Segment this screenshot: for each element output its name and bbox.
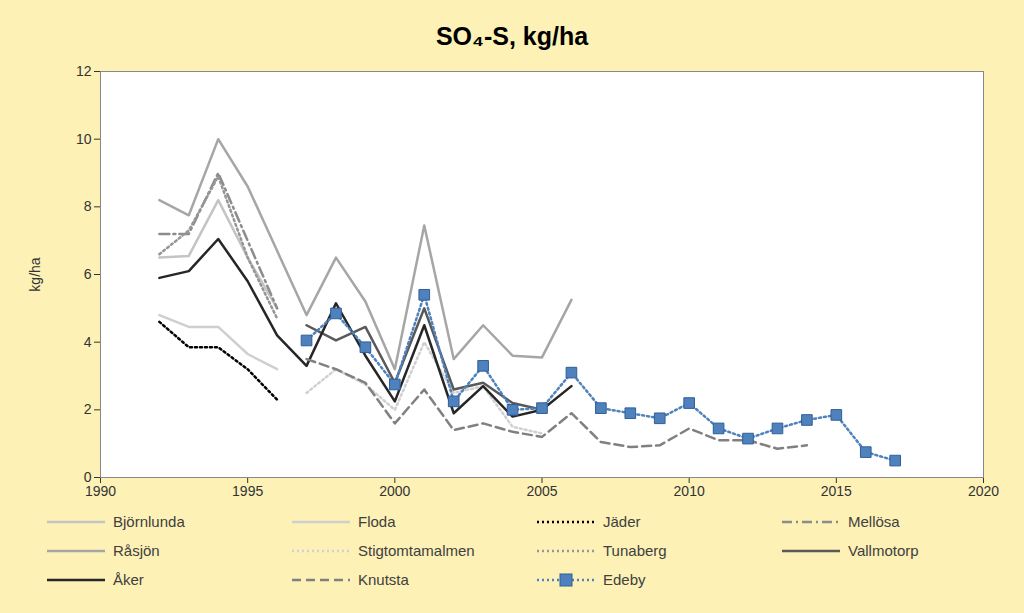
svg-text:2005: 2005 [526, 483, 557, 499]
svg-text:0: 0 [83, 469, 92, 485]
html-text:Råsjön: Råsjön [113, 542, 160, 559]
svg-text:1995: 1995 [232, 483, 263, 499]
html-text:Tunaberg: Tunaberg [603, 542, 667, 559]
svg-text:2: 2 [84, 401, 92, 417]
html-text:Åker: Åker [113, 571, 144, 588]
html-text:Floda: Floda [358, 513, 396, 530]
svg-text:1990: 1990 [85, 483, 116, 499]
html-text:Knutsta: Knutsta [358, 571, 409, 588]
svg-text:10: 10 [76, 131, 92, 147]
svg-text:2020: 2020 [968, 483, 999, 499]
html-text:Edeby: Edeby [603, 571, 646, 588]
html-text:Stigtomtamalmen: Stigtomtamalmen [358, 542, 475, 559]
html-text:SO₄-S, kg/ha: SO₄-S, kg/ha [435, 22, 589, 50]
svg-text:2010: 2010 [674, 483, 705, 499]
html-text:Mellösa: Mellösa [848, 513, 900, 530]
svg-text:2000: 2000 [379, 483, 410, 499]
html-text:Jäder: Jäder [603, 513, 641, 530]
svg-text:kg/ha: kg/ha [27, 257, 43, 291]
svg-text:8: 8 [84, 198, 92, 214]
svg-text:12: 12 [76, 63, 92, 79]
svg-text:2015: 2015 [821, 483, 852, 499]
html-text:Björnlunda: Björnlunda [113, 513, 185, 530]
html-text:Vallmotorp: Vallmotorp [848, 542, 919, 559]
svg-text:4: 4 [84, 334, 92, 350]
svg-text:6: 6 [84, 266, 92, 282]
